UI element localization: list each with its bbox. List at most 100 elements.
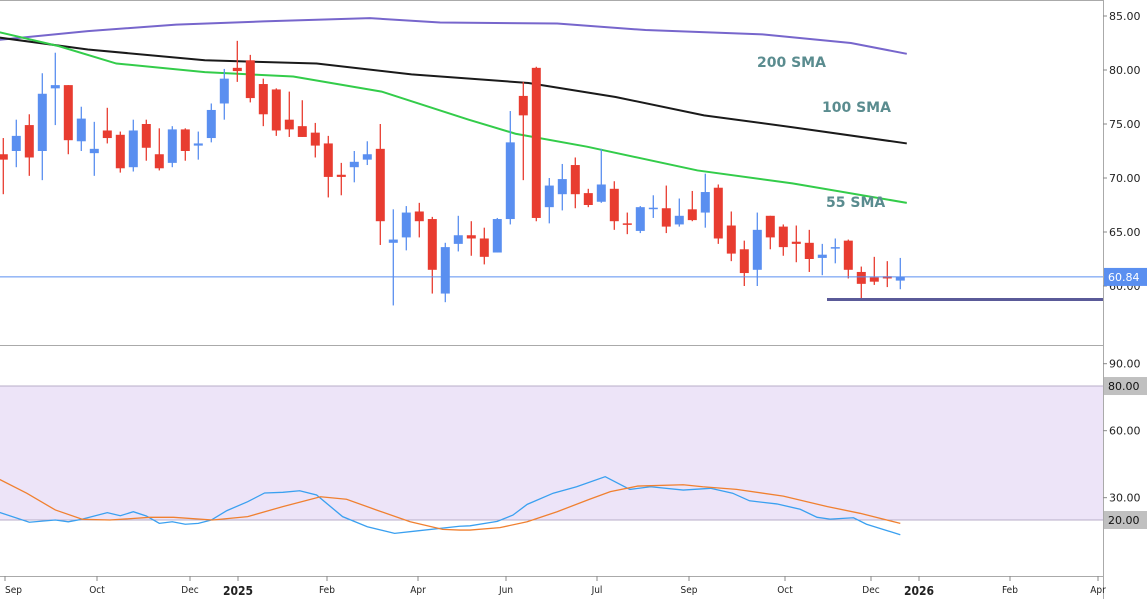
osc-tick-label: 30.00 xyxy=(1109,492,1141,505)
candle-body xyxy=(401,212,411,238)
osc-tick-label: 90.00 xyxy=(1109,358,1141,371)
candle-body xyxy=(89,148,99,154)
candle-body xyxy=(804,242,814,259)
candle-body xyxy=(11,135,21,151)
oscillator-band xyxy=(0,385,1103,521)
sma-100-label: 100 SMA xyxy=(822,100,891,116)
candle-body xyxy=(843,240,853,270)
x-tick-label: Dec xyxy=(862,585,879,596)
sma-labels: 200 SMA 100 SMA 55 SMA xyxy=(757,55,891,211)
oscillator-main-line xyxy=(0,475,901,536)
candle-body xyxy=(154,154,164,169)
x-tick-label: 2026 xyxy=(904,584,934,598)
candle-body xyxy=(544,185,554,208)
x-tick-label: 2025 xyxy=(223,584,253,598)
candle-body xyxy=(167,129,177,163)
candle-body xyxy=(674,215,684,225)
candle-body xyxy=(336,174,346,177)
candle-body xyxy=(232,67,242,72)
x-tick-label: Feb xyxy=(1002,585,1018,596)
candle-body xyxy=(284,119,294,130)
x-axis: Sep Oct Dec 2025 Feb Apr Jun Jul Sep Oct Dec 2026 Fe… xyxy=(4,576,1106,598)
candle-body xyxy=(466,235,476,239)
last-price-tag xyxy=(1104,267,1147,286)
candle-body xyxy=(739,249,749,274)
y-tick-label: 80.00 xyxy=(1109,64,1141,77)
candle-body xyxy=(778,226,788,248)
candle-body xyxy=(687,209,697,221)
candle-body xyxy=(102,130,112,139)
y-tick-label: 70.00 xyxy=(1109,172,1141,185)
sma-200-label: 200 SMA xyxy=(757,55,826,71)
candle-body xyxy=(310,132,320,146)
x-tick-label: Oct xyxy=(777,585,793,596)
candle-body xyxy=(50,85,60,89)
candle-body xyxy=(193,143,203,146)
sma-line-100 xyxy=(0,36,907,145)
candle-body xyxy=(622,223,632,225)
y-tick-label: 75.00 xyxy=(1109,118,1141,131)
candle-body xyxy=(635,207,645,231)
candle-body xyxy=(206,109,216,139)
candle-body xyxy=(648,207,658,210)
candle-body xyxy=(180,129,190,151)
band-level-label: 80.00 xyxy=(1108,380,1140,393)
candle-body xyxy=(414,211,424,222)
sma-line-55 xyxy=(0,31,907,204)
candle-body xyxy=(349,161,359,168)
candle-body xyxy=(271,89,281,131)
candle-body xyxy=(115,134,125,169)
candle-body xyxy=(479,238,489,257)
x-tick-label: Oct xyxy=(89,585,105,596)
candle-body xyxy=(492,219,502,253)
y-tick-label: 65.00 xyxy=(1109,226,1141,239)
candle-body xyxy=(0,154,8,160)
candle-body xyxy=(596,184,606,202)
x-tick-label: Apr xyxy=(410,585,426,596)
candle-body xyxy=(440,247,450,294)
candle-body xyxy=(63,85,73,141)
candlesticks xyxy=(0,40,905,306)
x-tick-label: Feb xyxy=(319,585,335,596)
candle-body xyxy=(427,219,437,270)
y-axis: 85.00 80.00 75.00 70.00 65.00 60.00 60.84 90.00… xyxy=(1103,10,1147,529)
candle-body xyxy=(37,93,47,151)
candle-body xyxy=(661,208,671,227)
y-tick-label: 85.00 xyxy=(1109,10,1141,23)
x-tick-label: Sep xyxy=(681,585,698,596)
candle-body xyxy=(765,215,775,238)
candle-body xyxy=(258,84,268,115)
candle-body xyxy=(791,241,801,244)
moving-averages xyxy=(0,17,907,204)
candle-body xyxy=(128,130,138,168)
candle-body xyxy=(856,271,866,284)
price-levels xyxy=(0,276,1103,301)
x-tick-label: Apr xyxy=(1090,585,1106,596)
band-level-tag xyxy=(1104,377,1147,396)
candle-body xyxy=(752,229,762,270)
candle-body xyxy=(453,235,463,244)
candle-body xyxy=(505,142,515,220)
candle-body xyxy=(609,188,619,222)
overbought-oversold-band xyxy=(0,386,1103,520)
candle-body xyxy=(219,78,229,104)
candle-body xyxy=(388,239,398,243)
candle-body xyxy=(570,165,580,195)
x-tick-label: Jul xyxy=(591,585,603,596)
candle-body xyxy=(713,187,723,239)
candle-body xyxy=(830,247,840,249)
candle-body xyxy=(700,192,710,213)
band-level-label: 20.00 xyxy=(1108,514,1140,527)
candle-body xyxy=(518,95,528,116)
band-level-tag xyxy=(1104,511,1147,529)
candle-body xyxy=(76,118,86,142)
candle-body xyxy=(531,67,541,218)
candle-body xyxy=(297,126,307,137)
candle-body xyxy=(583,193,593,205)
candle-body xyxy=(817,254,827,258)
x-tick-label: Sep xyxy=(5,585,22,596)
candle-body xyxy=(141,124,151,148)
oscillator-signal-line xyxy=(0,478,901,531)
candle-body xyxy=(245,60,255,99)
